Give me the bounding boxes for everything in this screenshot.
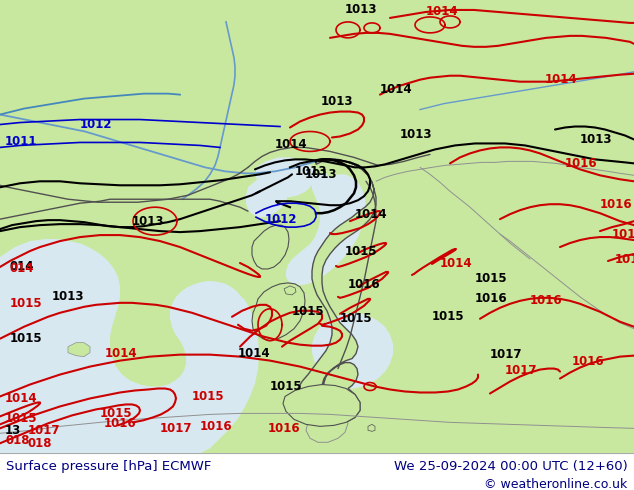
Polygon shape <box>0 0 634 453</box>
Text: 1013: 1013 <box>400 128 432 141</box>
Text: 1017: 1017 <box>612 227 634 241</box>
Polygon shape <box>286 173 366 285</box>
Text: 1011: 1011 <box>5 135 37 148</box>
Text: 1014: 1014 <box>440 257 472 270</box>
Text: 1014: 1014 <box>275 138 307 151</box>
Text: 1014: 1014 <box>380 83 413 96</box>
Text: 1017: 1017 <box>505 364 538 377</box>
Text: 1015: 1015 <box>345 245 378 258</box>
Text: 1013: 1013 <box>345 3 377 17</box>
Polygon shape <box>368 424 375 431</box>
Text: 1014: 1014 <box>5 392 37 405</box>
Text: 1013: 1013 <box>305 168 337 181</box>
Text: 13: 13 <box>5 424 22 437</box>
Text: 1015: 1015 <box>10 332 42 345</box>
Text: 1014: 1014 <box>426 5 458 19</box>
Text: 1016: 1016 <box>530 294 562 307</box>
Text: 1013: 1013 <box>132 215 164 228</box>
Text: 1014: 1014 <box>105 347 138 360</box>
Polygon shape <box>312 313 393 389</box>
Text: 1013: 1013 <box>52 291 84 303</box>
Polygon shape <box>256 157 316 197</box>
Text: 1015: 1015 <box>100 407 133 420</box>
Text: 1015: 1015 <box>475 272 508 285</box>
Text: We 25-09-2024 00:00 UTC (12+60): We 25-09-2024 00:00 UTC (12+60) <box>394 460 628 473</box>
Polygon shape <box>284 286 296 295</box>
Text: 1014: 1014 <box>355 208 387 220</box>
Text: 1016: 1016 <box>475 293 508 305</box>
Text: 1016: 1016 <box>268 422 301 435</box>
Text: 1015: 1015 <box>270 380 302 393</box>
Text: Surface pressure [hPa] ECMWF: Surface pressure [hPa] ECMWF <box>6 460 212 473</box>
Text: 1017: 1017 <box>615 252 634 266</box>
Text: 1015: 1015 <box>10 297 42 310</box>
Text: 1015: 1015 <box>292 305 325 318</box>
Text: 018: 018 <box>28 437 53 450</box>
Text: 1015: 1015 <box>192 390 224 403</box>
Polygon shape <box>283 385 360 426</box>
Polygon shape <box>306 414 348 442</box>
Polygon shape <box>296 159 376 424</box>
Text: 1014: 1014 <box>238 347 271 360</box>
Text: 1017: 1017 <box>490 348 522 361</box>
Text: 1015: 1015 <box>5 412 37 425</box>
Text: 1017: 1017 <box>160 422 193 435</box>
Text: 1017: 1017 <box>28 424 60 437</box>
Text: 018: 018 <box>5 434 30 447</box>
Text: 1012: 1012 <box>80 118 112 131</box>
Text: 1015: 1015 <box>432 310 465 323</box>
Text: 1014: 1014 <box>545 73 578 86</box>
Text: 1016: 1016 <box>572 355 605 368</box>
Polygon shape <box>252 225 289 269</box>
Polygon shape <box>252 283 305 341</box>
Text: © weatheronline.co.uk: © weatheronline.co.uk <box>484 478 628 490</box>
Text: 1013: 1013 <box>321 95 354 108</box>
Polygon shape <box>0 239 259 453</box>
Text: 1016: 1016 <box>348 278 380 292</box>
Text: 1013: 1013 <box>580 133 612 146</box>
Text: 1016: 1016 <box>600 197 633 211</box>
Text: 014: 014 <box>10 261 34 273</box>
Text: 1016: 1016 <box>104 417 136 430</box>
Polygon shape <box>246 174 288 217</box>
Text: 014: 014 <box>10 263 34 275</box>
Text: 1016: 1016 <box>200 420 233 433</box>
Polygon shape <box>68 343 90 357</box>
Text: 1013: 1013 <box>295 165 328 178</box>
Text: 1015: 1015 <box>340 312 373 325</box>
Text: 1012: 1012 <box>265 213 297 226</box>
Text: 1016: 1016 <box>565 157 598 170</box>
